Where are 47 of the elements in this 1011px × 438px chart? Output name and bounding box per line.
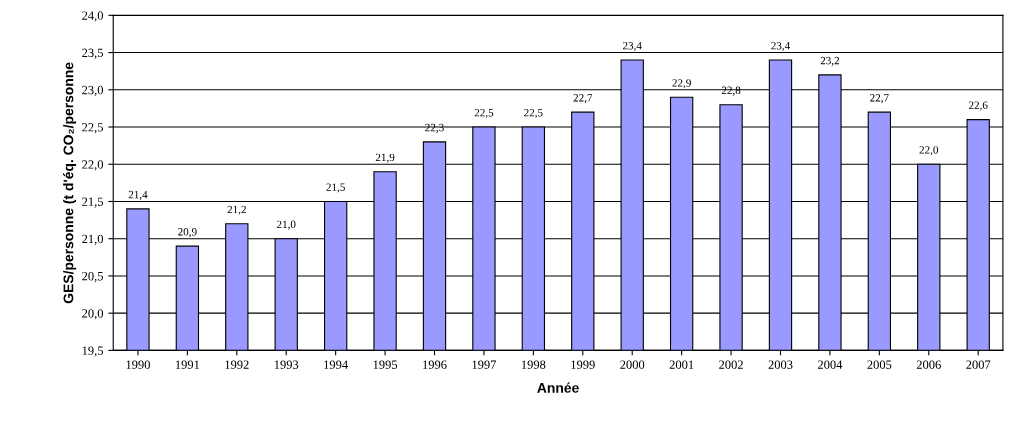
y-tick-label: 20,0 xyxy=(82,309,104,320)
x-tick-label: 1997 xyxy=(472,360,497,369)
x-tick-label: 2001 xyxy=(669,360,694,369)
x-tick-label: 2002 xyxy=(719,360,743,369)
x-tick-label: 2005 xyxy=(867,360,892,369)
data-label: 22,7 xyxy=(573,94,593,104)
x-tick-label: 1995 xyxy=(373,360,398,369)
data-label: 22,3 xyxy=(425,123,444,133)
y-tick-label: 22,0 xyxy=(82,160,104,171)
x-tick-label: 1991 xyxy=(175,360,200,369)
data-label: 21,0 xyxy=(276,220,296,230)
data-label: 20,9 xyxy=(178,228,197,238)
data-label: 21,9 xyxy=(375,153,395,163)
data-label: 22,5 xyxy=(474,108,494,119)
y-tick-label: 22,5 xyxy=(82,123,104,134)
x-tick-label: 2003 xyxy=(768,360,793,369)
x-tick-label: 1993 xyxy=(274,360,299,369)
data-label: 22,5 xyxy=(524,108,543,119)
x-tick-label: 1992 xyxy=(225,360,249,369)
data-label: 21,5 xyxy=(326,183,345,193)
data-label: 23,4 xyxy=(622,41,642,52)
y-tick-label: 23,5 xyxy=(82,48,104,59)
data-label: 22,7 xyxy=(870,94,889,104)
data-label: 22,9 xyxy=(672,79,691,89)
data-label: 21,4 xyxy=(128,190,148,200)
x-tick-label: 1994 xyxy=(324,360,348,369)
data-label: 22,0 xyxy=(919,146,939,156)
data-label: 22,6 xyxy=(968,101,988,111)
x-axis-title: Année xyxy=(537,382,579,393)
x-tick-label: 2006 xyxy=(916,360,941,369)
x-tick-label: 1999 xyxy=(571,360,595,369)
data-label: 23,4 xyxy=(771,41,791,52)
data-label: 21,2 xyxy=(227,205,246,215)
x-tick-label: 2007 xyxy=(966,360,991,369)
y-tick-label: 24,0 xyxy=(82,11,104,22)
y-tick-label: 21,0 xyxy=(82,234,104,245)
y-tick-label: 20,5 xyxy=(82,271,104,283)
x-tick-label: 2000 xyxy=(620,360,645,369)
x-tick-label: 1998 xyxy=(521,360,546,369)
x-tick-label: 1990 xyxy=(126,360,150,369)
data-label: 23,2 xyxy=(820,56,840,66)
x-tick-label: 1996 xyxy=(423,360,447,369)
y-axis-title: GES/personne (t d'éq. CO₂/personne xyxy=(63,62,77,304)
y-tick-label: 21,5 xyxy=(82,197,104,208)
x-tick-label: 2004 xyxy=(817,360,843,369)
y-tick-label: 23,0 xyxy=(82,85,104,97)
y-tick-label: 19,5 xyxy=(82,346,104,357)
